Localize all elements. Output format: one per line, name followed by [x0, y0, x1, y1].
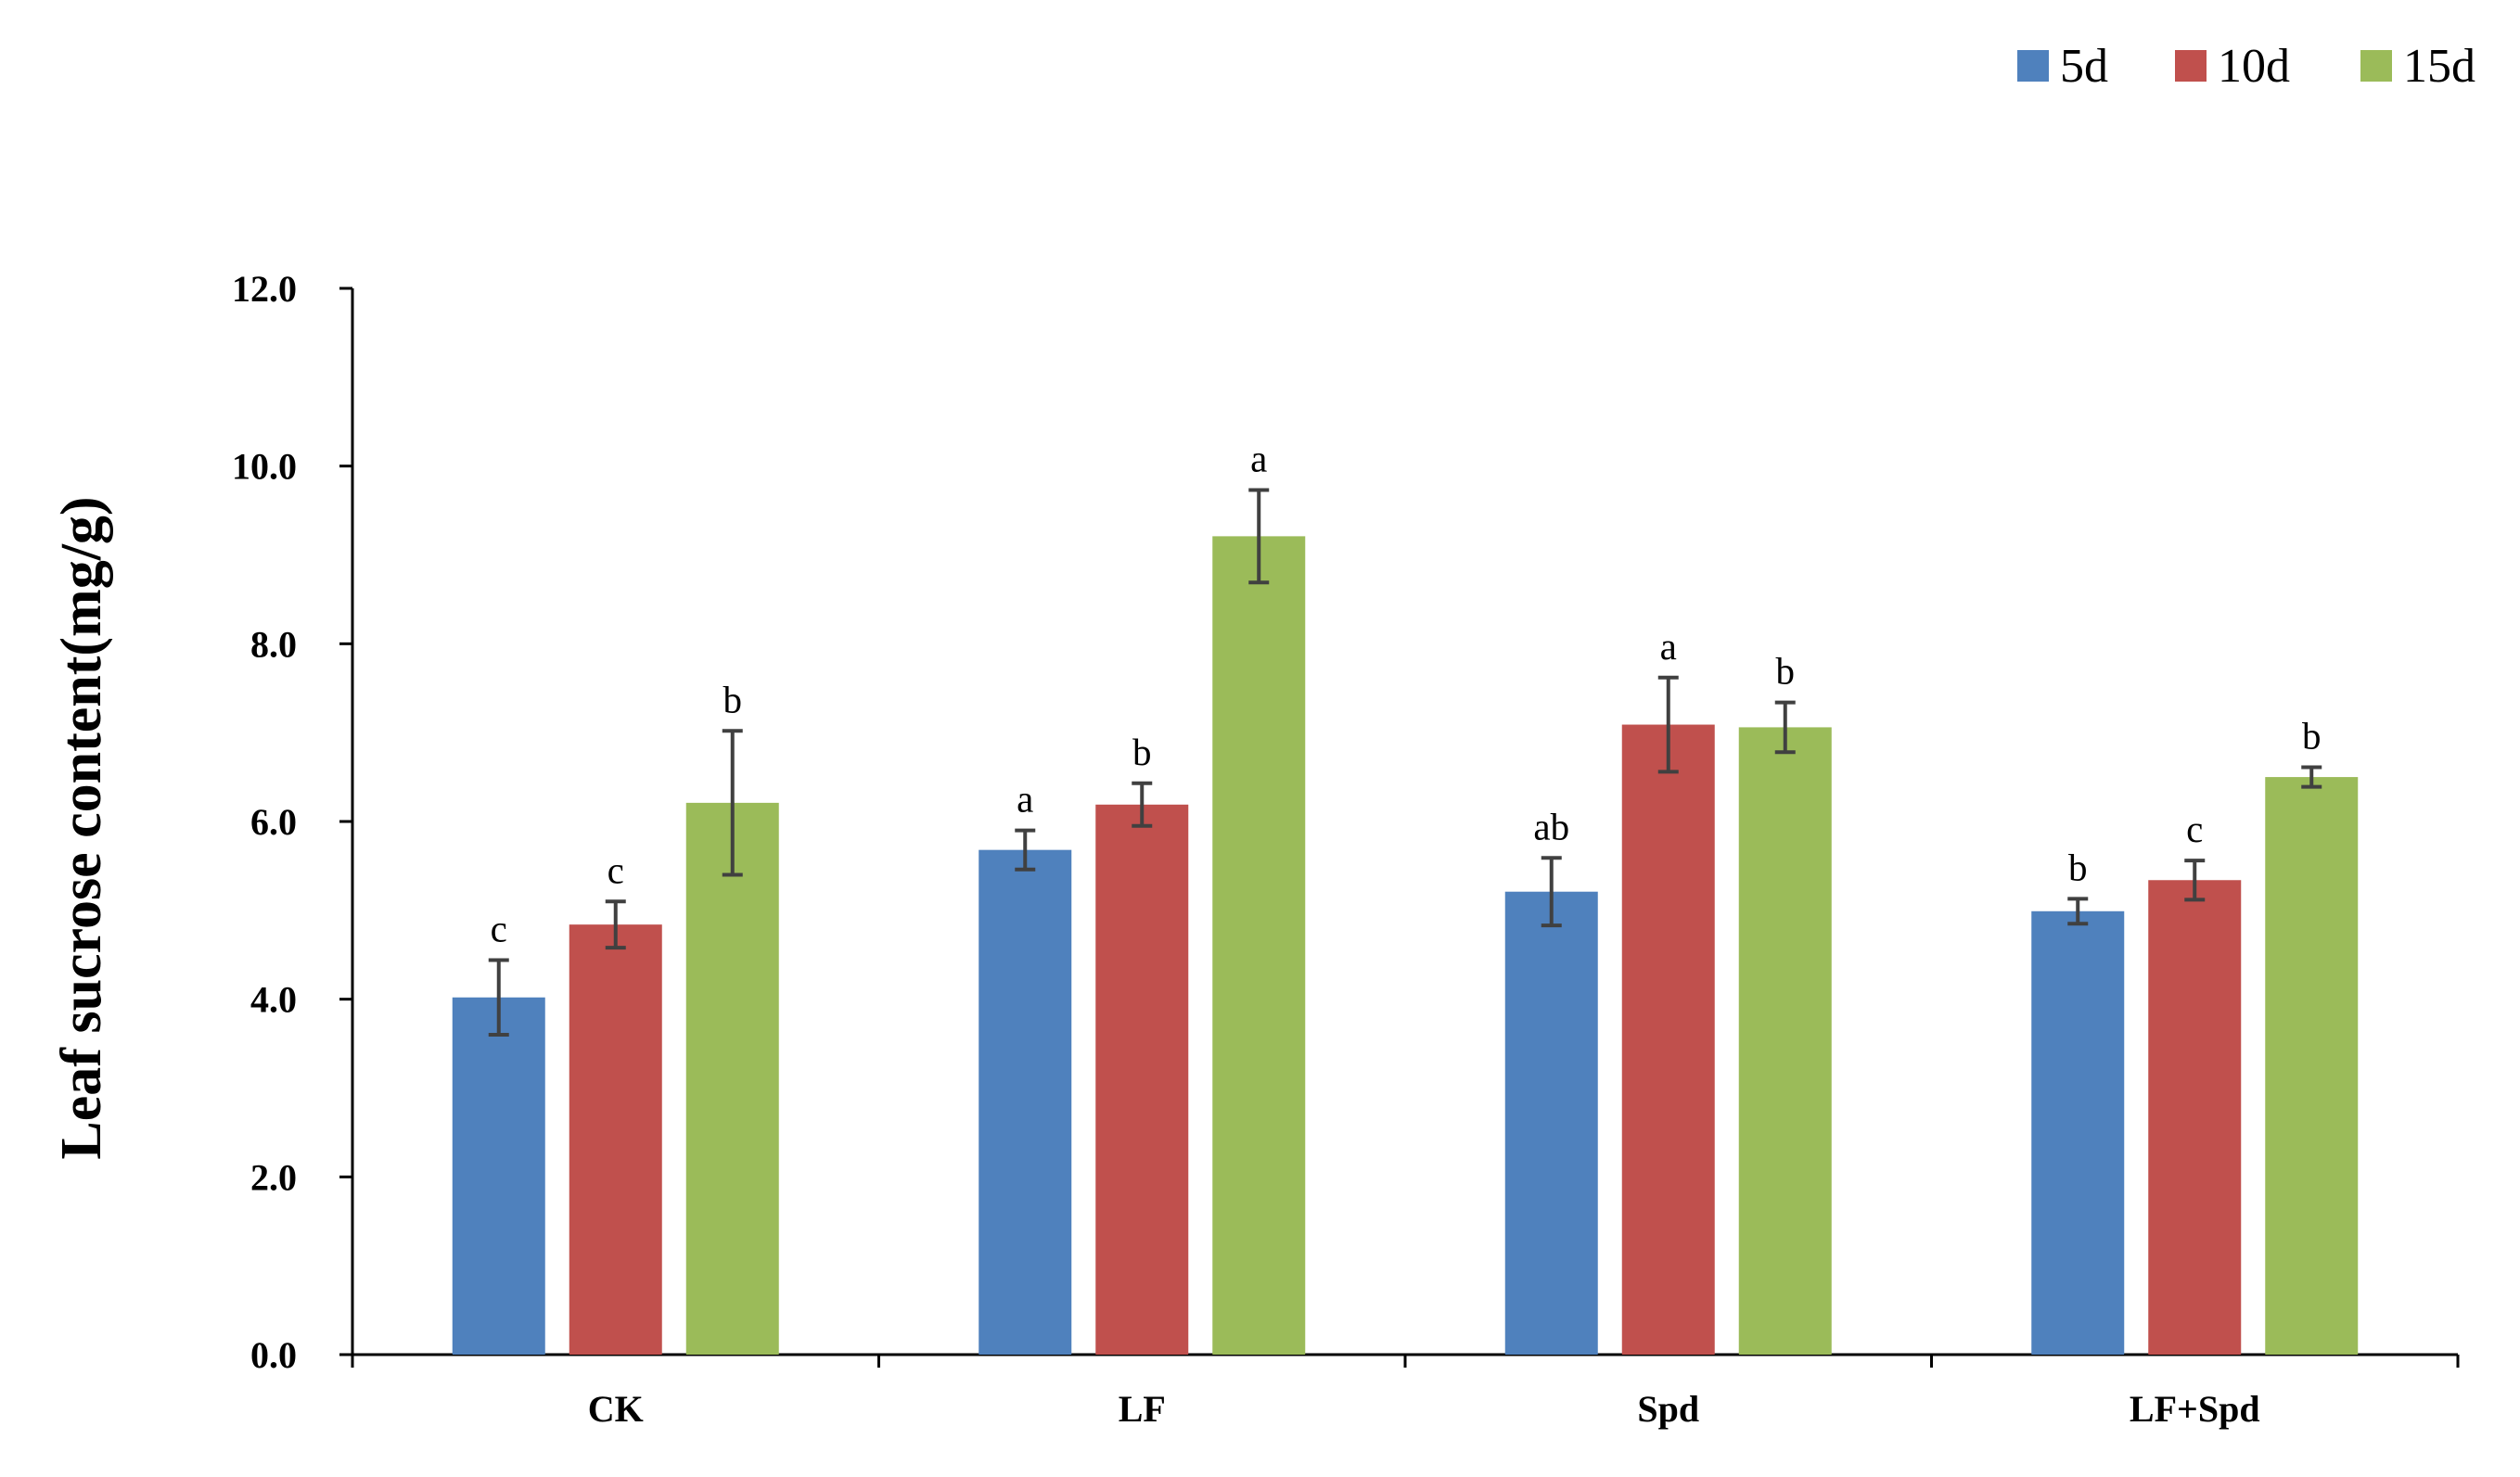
y-tick-label: 10.0	[232, 446, 297, 488]
significance-label: c	[608, 848, 624, 891]
significance-label: ab	[1533, 805, 1569, 847]
x-tick-label: LF	[1119, 1388, 1166, 1430]
bar	[1621, 724, 1715, 1355]
bar	[1095, 804, 1189, 1355]
legend-swatch	[2360, 50, 2392, 82]
bar	[685, 802, 779, 1355]
bar	[569, 924, 662, 1355]
significance-label: b	[1776, 650, 1796, 693]
significance-label: b	[2302, 715, 2322, 758]
significance-label: b	[723, 678, 743, 720]
legend-label: 10d	[2218, 40, 2290, 93]
x-tick-label: CK	[588, 1388, 644, 1430]
legend-label: 15d	[2403, 40, 2475, 93]
bar	[452, 997, 545, 1355]
legend-swatch	[2175, 50, 2207, 82]
bar	[979, 849, 1072, 1355]
significance-label: c	[2186, 808, 2203, 850]
bar	[2031, 910, 2125, 1355]
x-axis: CK LF Spd LF+Spd	[351, 1353, 2460, 1430]
y-tick-label: 0.0	[250, 1334, 297, 1376]
y-axis: 0.0 2.0 4.0 6.0 8.0 10.0 12.0	[232, 268, 354, 1376]
error-bars	[488, 488, 2322, 1037]
legend-swatch	[2017, 50, 2049, 82]
y-tick-label: 6.0	[250, 801, 297, 843]
y-tick-label: 4.0	[250, 979, 297, 1021]
significance-label: a	[1250, 438, 1267, 480]
x-tick-label: Spd	[1637, 1388, 1699, 1430]
y-tick-label: 8.0	[250, 623, 297, 665]
bars	[452, 536, 2359, 1355]
significance-label: c	[491, 908, 507, 950]
x-tick-label: LF+Spd	[2130, 1388, 2260, 1430]
bar	[1504, 891, 1598, 1355]
significance-label: a	[1017, 778, 1033, 821]
y-axis-label: Leaf sucrose content(mg/g)	[50, 496, 113, 1159]
bar	[1738, 727, 1832, 1355]
legend: 5d 10d 15d	[2017, 40, 2475, 93]
bar	[1212, 536, 1306, 1355]
significance-label: a	[1660, 625, 1677, 668]
y-tick-label: 2.0	[250, 1156, 297, 1198]
bar	[2265, 777, 2359, 1355]
significance-label: b	[1132, 731, 1152, 773]
y-tick-label: 12.0	[232, 268, 297, 310]
legend-label: 5d	[2060, 40, 2108, 93]
significance-label: b	[2068, 846, 2088, 888]
bar	[2148, 880, 2242, 1355]
